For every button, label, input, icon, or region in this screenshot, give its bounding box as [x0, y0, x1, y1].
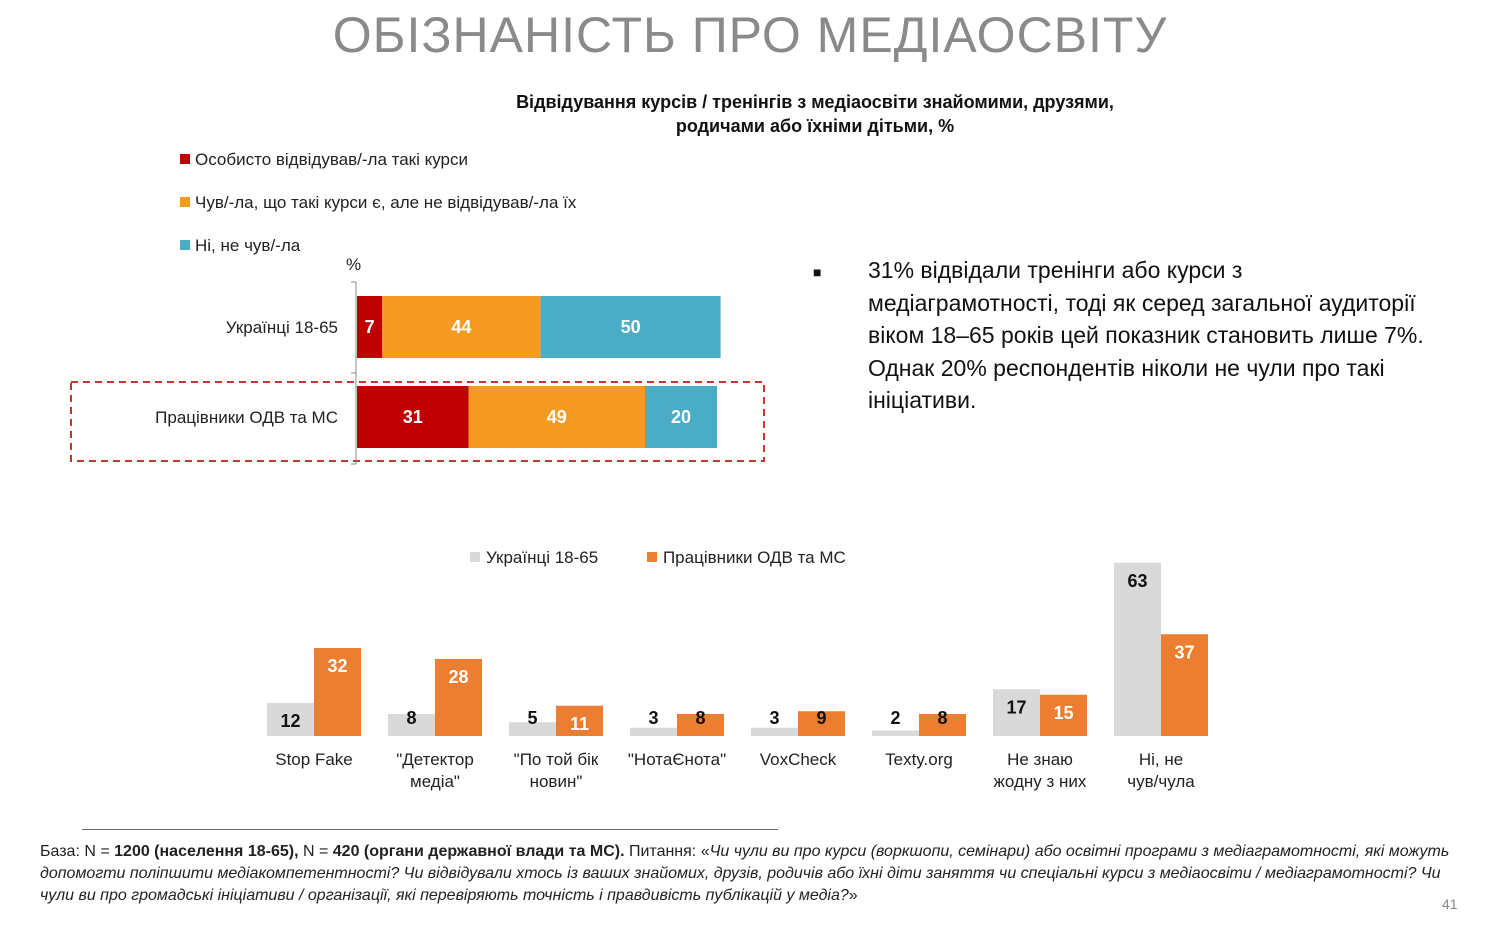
- legend-label: Чув/-ла, що такі курси є, але не відвіду…: [195, 193, 577, 212]
- grouped-bar: [993, 689, 1040, 736]
- legend-swatch-orange: [180, 197, 190, 207]
- data-label: 63: [1127, 571, 1147, 591]
- legend-label: Працівники ОДВ та МС: [662, 548, 846, 567]
- grouped-bar: [919, 714, 966, 736]
- data-label: 44: [451, 317, 471, 337]
- stacked-bar-chart: % Українці 18-65 7 44 50 Працівники ОДВ та МС…: [70, 255, 765, 465]
- grouped-bar: [677, 714, 724, 736]
- data-label: 20: [671, 407, 691, 427]
- unit-label: %: [346, 255, 361, 274]
- chart-title: Відвідування курсів / тренінгів з медіао…: [300, 90, 1330, 138]
- legend-label: Ні, не чув/-ла: [195, 236, 301, 255]
- grouped-bar: [630, 727, 677, 736]
- data-label: 37: [1174, 642, 1194, 662]
- data-label: 2: [890, 708, 900, 728]
- grouped-bar: [556, 705, 603, 736]
- footnote-question: Чи чули ви про курси (воркшопи, семінари…: [40, 843, 1450, 904]
- data-label: 31: [403, 407, 423, 427]
- grouped-bar: [798, 711, 845, 736]
- data-label: 32: [327, 656, 347, 676]
- grouped-bar: [314, 648, 361, 736]
- stacked-bar-segment: [357, 386, 469, 448]
- category-label: Українці 18-65: [226, 318, 338, 337]
- data-label: 11: [570, 714, 589, 734]
- data-label: 8: [406, 708, 416, 728]
- stacked-bar-segment: [357, 296, 383, 358]
- footnote-n1: 1200 (населення 18-65),: [114, 843, 299, 860]
- insight-text: 31% відвідали тренінги або курси з медіа…: [868, 257, 1424, 413]
- slide-title: ОБІЗНАНІСТЬ ПРО МЕДІАОСВІТУ: [332, 7, 1168, 63]
- legend-swatch-teal: [180, 240, 190, 250]
- legend-label: Українці 18-65: [486, 548, 599, 567]
- data-label: 8: [695, 708, 705, 728]
- legend-item-personally-attended: Особисто відвідував/-ла такі курси: [180, 150, 468, 170]
- category-label: Працівники ОДВ та МС: [155, 408, 338, 427]
- category-label: "НотаЄнота": [628, 750, 726, 769]
- data-label: 49: [547, 407, 567, 427]
- grouped-bar: [872, 730, 919, 736]
- grouped-bar: [435, 659, 482, 736]
- footnote-n2: 420 (органи державної влади та МС).: [332, 843, 625, 860]
- legend-item-ukrainians: Українці 18-65: [470, 548, 598, 568]
- category-label: Не знаю: [1007, 750, 1073, 769]
- data-label: 50: [621, 317, 641, 337]
- footnote-base-prefix: База: N =: [40, 843, 115, 860]
- page-number: 41: [1442, 896, 1458, 912]
- legend-item-officials: Працівники ОДВ та МС: [646, 548, 846, 568]
- legend-swatch-orange: [646, 552, 657, 562]
- grouped-bar: [751, 727, 798, 736]
- category-label: "По той бік: [514, 750, 599, 769]
- category-label: Stop Fake: [275, 750, 353, 769]
- data-label: 12: [280, 711, 300, 731]
- data-label: 7: [365, 317, 375, 337]
- legend-swatch-gray: [470, 552, 480, 562]
- grouped-bar: [388, 714, 435, 736]
- stacked-bar-segment: [468, 386, 645, 448]
- legend-label: Особисто відвідував/-ла такі курси: [195, 150, 469, 169]
- legend-swatch-red: [180, 154, 190, 164]
- footnote-divider: [82, 829, 778, 830]
- data-label: 17: [1006, 697, 1026, 717]
- grouped-bar: [1040, 694, 1087, 736]
- grouped-bar: [509, 722, 556, 736]
- footnote-mid: N =: [298, 843, 333, 860]
- data-label: 3: [648, 708, 658, 728]
- grouped-bar: [267, 703, 314, 736]
- data-label: 15: [1053, 703, 1073, 723]
- data-label: 9: [816, 708, 826, 728]
- stacked-bar-segment: [540, 296, 721, 358]
- category-label: чув/чула: [1127, 772, 1195, 791]
- footnote: База: N = 1200 (населення 18-65), N = 42…: [40, 841, 1460, 907]
- footnote-question-suffix: »: [848, 887, 858, 904]
- stacked-bar-segment: [645, 386, 717, 448]
- grouped-bar: [1114, 562, 1161, 736]
- insight-bullet: ■: [813, 264, 822, 280]
- category-label: жодну з них: [994, 772, 1087, 791]
- legend-item-heard-not-attended: Чув/-ла, що такі курси є, але не відвіду…: [180, 193, 576, 213]
- grouped-bar: [1161, 634, 1208, 736]
- highlight-box: [70, 381, 765, 462]
- grouped-chart-legend: Українці 18-65 Працівники ОДВ та МС: [470, 548, 890, 568]
- data-label: 8: [937, 708, 947, 728]
- data-label: 5: [527, 708, 537, 728]
- stacked-bar-segment: [382, 296, 541, 358]
- chart-title-line-1: Відвідування курсів / тренінгів з медіао…: [516, 92, 1114, 112]
- category-label: VoxCheck: [760, 750, 837, 769]
- legend-item-not-heard: Ні, не чув/-ла: [180, 236, 300, 256]
- data-label: 3: [769, 708, 779, 728]
- category-label: медіа": [410, 772, 460, 791]
- data-label: 28: [448, 667, 468, 687]
- footnote-question-prefix: Питання: «: [624, 843, 710, 860]
- category-label: новин": [530, 772, 583, 791]
- category-label: Ні, не: [1139, 750, 1183, 769]
- category-label: "Детектор: [396, 750, 474, 769]
- chart-title-line-2: родичами або їхніми дітьми, %: [675, 116, 955, 136]
- category-label: Texty.org: [885, 750, 953, 769]
